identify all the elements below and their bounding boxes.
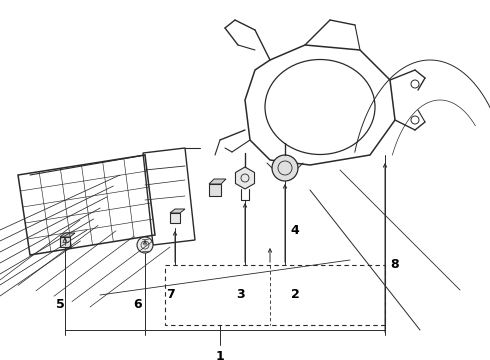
Text: 3: 3 xyxy=(236,288,245,302)
Circle shape xyxy=(272,155,298,181)
Bar xyxy=(60,237,70,247)
Text: 7: 7 xyxy=(166,288,174,302)
Bar xyxy=(209,184,221,196)
Polygon shape xyxy=(209,179,226,184)
Text: 5: 5 xyxy=(56,298,64,311)
Text: 2: 2 xyxy=(291,288,299,302)
Text: 8: 8 xyxy=(390,258,399,271)
Bar xyxy=(165,265,385,325)
Text: 6: 6 xyxy=(134,298,142,311)
Polygon shape xyxy=(236,167,254,189)
Polygon shape xyxy=(60,233,75,237)
Polygon shape xyxy=(170,209,185,213)
Bar xyxy=(170,213,180,223)
Text: 1: 1 xyxy=(216,350,224,360)
Text: 4: 4 xyxy=(291,224,299,237)
Circle shape xyxy=(137,237,153,253)
